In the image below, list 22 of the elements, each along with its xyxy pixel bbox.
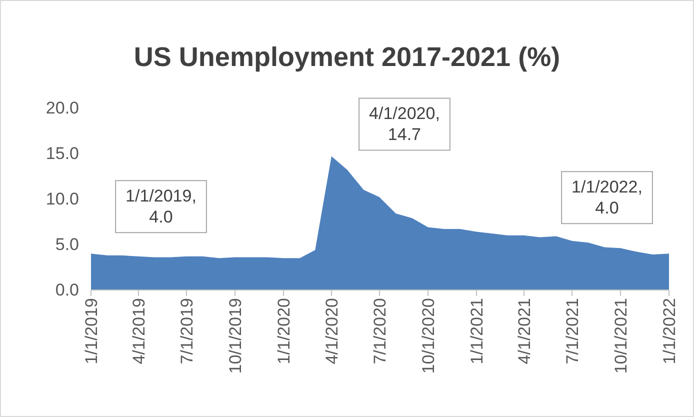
x-tick-label: 4/1/2021 <box>514 298 534 364</box>
x-tick-label: 7/1/2020 <box>370 298 390 364</box>
y-tick-label: 0.0 <box>55 280 79 300</box>
x-tick-label: 7/1/2021 <box>562 298 582 364</box>
x-tick-label: 4/1/2019 <box>129 298 148 364</box>
x-tick-label: 10/1/2019 <box>226 298 245 374</box>
x-tick-label: 7/1/2019 <box>177 298 196 364</box>
annotation: 4/1/2020, 14.7 <box>369 104 440 144</box>
y-tick-label: 10.0 <box>46 189 79 208</box>
chart-title: US Unemployment 2017-2021 (%) <box>134 42 560 72</box>
x-tick-label: 4/1/2020 <box>322 298 342 364</box>
x-tick-label: 1/1/2022 <box>660 298 679 364</box>
x-tick-label: 10/1/2020 <box>418 298 438 374</box>
x-tick-label: 1/1/2020 <box>274 298 294 364</box>
x-tick-label: 1/1/2019 <box>82 298 101 364</box>
annotation: 1/1/2022, 4.0 <box>572 178 642 218</box>
x-tick-label: 1/1/2021 <box>467 298 486 364</box>
y-tick-label: 15.0 <box>46 144 79 163</box>
annotation: 1/1/2019, 4.0 <box>126 186 196 227</box>
y-tick-label: 5.0 <box>55 234 79 254</box>
y-tick-label: 20.0 <box>46 98 79 118</box>
x-tick-label: 10/1/2021 <box>611 298 630 374</box>
